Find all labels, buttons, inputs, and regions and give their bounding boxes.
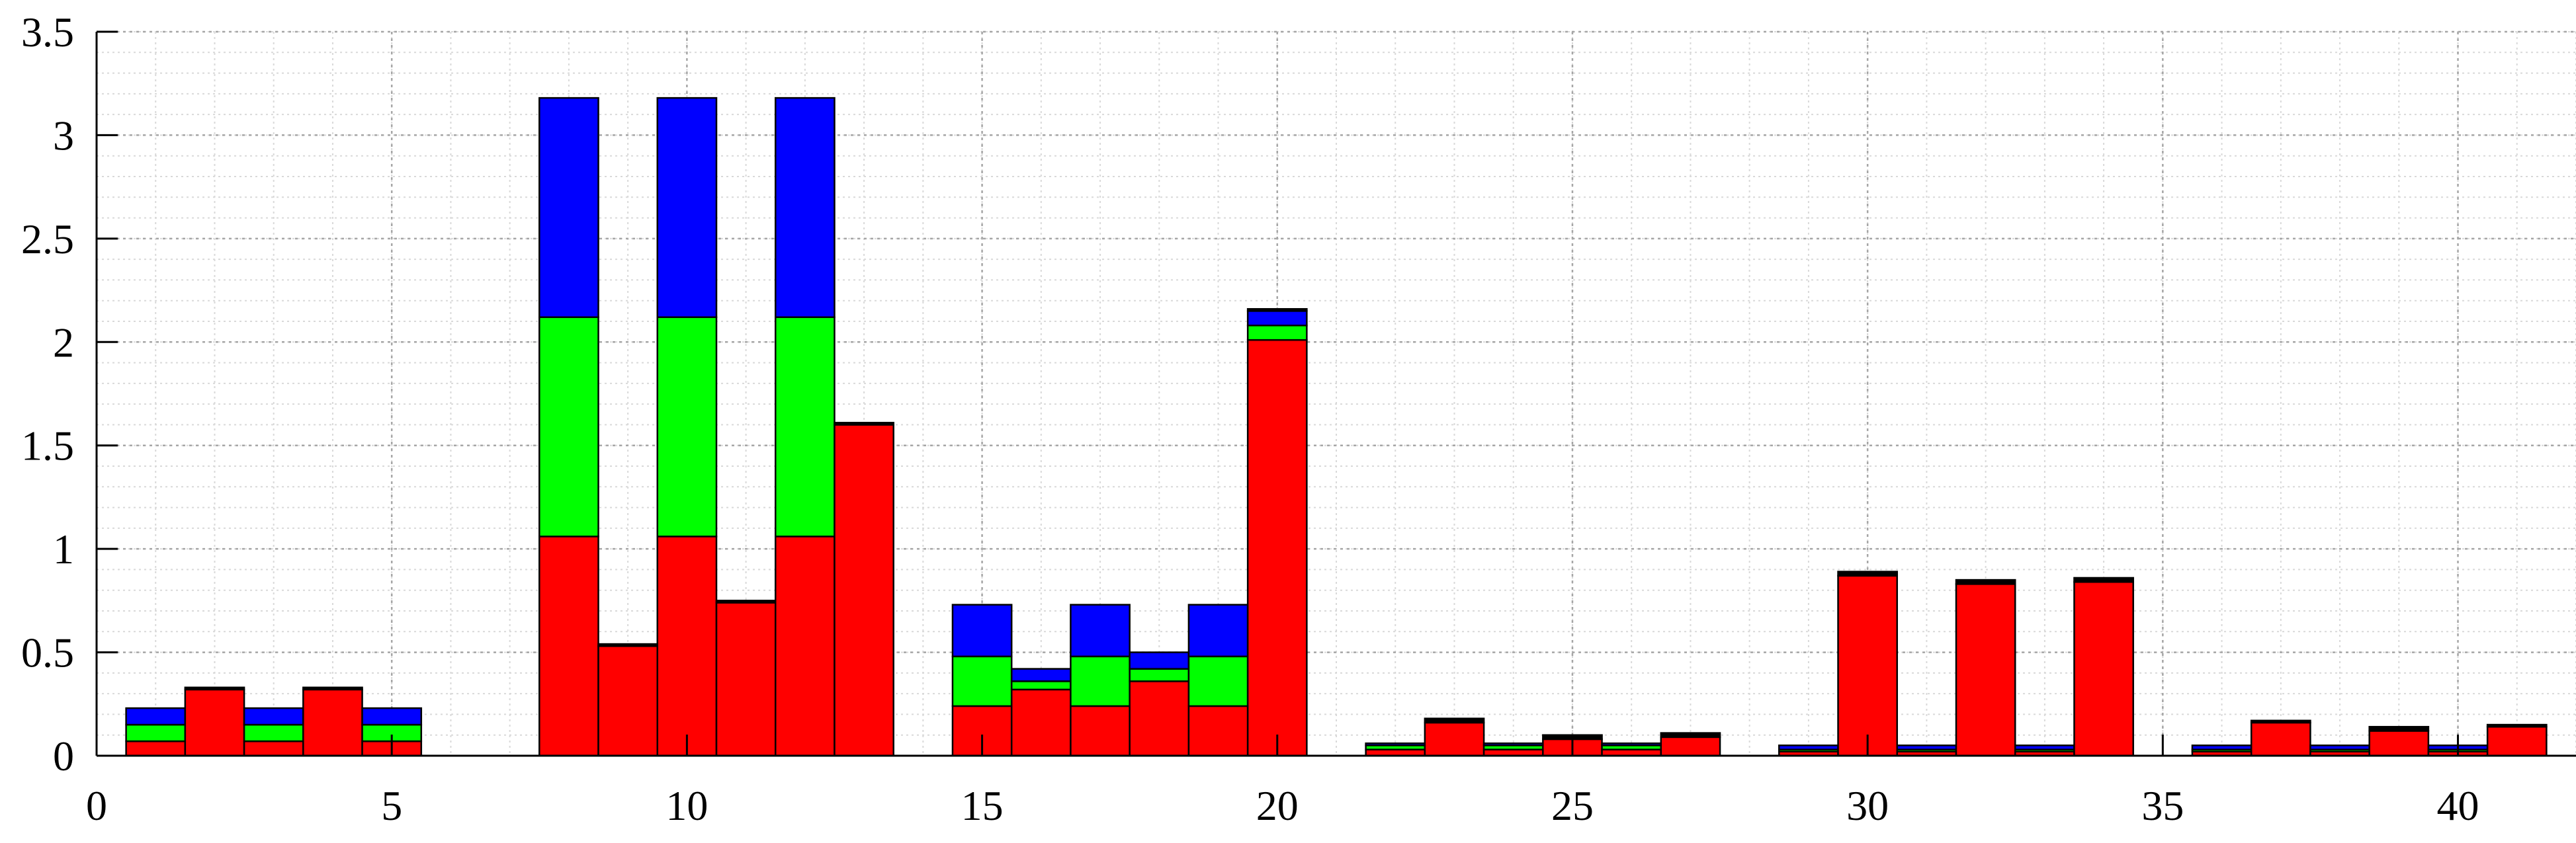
- x-tick-label: 5: [381, 782, 402, 829]
- bar-segment-2: [774, 316, 836, 538]
- bar-segment-3: [2014, 744, 2075, 750]
- x-tick-label: 25: [1551, 782, 1594, 829]
- y-tick-label: 2.5: [21, 216, 74, 262]
- bar-segment-2: [243, 723, 304, 743]
- bar-segment-2: [1187, 655, 1249, 707]
- bar-segment-1: [538, 536, 599, 757]
- y-tick-label: 1: [53, 526, 74, 573]
- bar-segment-3: [951, 604, 1013, 658]
- bar-segment-4: [1246, 307, 1308, 312]
- bar-segment-4: [2368, 725, 2430, 732]
- bar-segment-2: [656, 316, 718, 538]
- bar-segment-2: [1070, 655, 1131, 707]
- bar-segment-1: [834, 424, 894, 757]
- bar-segment-1: [2073, 581, 2134, 757]
- tick-labels: 0 5 10 15 20 25 30 35 40 0 0.5 1 1.5 2 2.5 3 3.5: [21, 9, 2479, 829]
- bar-segment-4: [1837, 571, 1899, 577]
- bar-segment-3: [1601, 742, 1662, 746]
- bar-segment-1: [243, 740, 304, 757]
- bar-segment-3: [1129, 651, 1190, 670]
- bar-segment-3: [1010, 668, 1072, 682]
- bar-segment-3: [2309, 744, 2370, 750]
- bar-segment-2: [951, 655, 1013, 707]
- bar-segment-1: [1187, 705, 1249, 757]
- bar-segment-2: [1010, 680, 1072, 691]
- bar-segment-3: [361, 707, 423, 726]
- x-tick-label: 35: [2141, 782, 2184, 829]
- bar-segment-1: [302, 688, 363, 757]
- x-tick-label: 30: [1846, 782, 1889, 829]
- bar-segment-1: [715, 602, 777, 757]
- bar-segment-1: [184, 688, 245, 757]
- bar-segment-1: [1837, 575, 1899, 757]
- y-tick-label: 0: [53, 733, 74, 780]
- bar-segment-1: [2250, 721, 2311, 757]
- bar-segment-1: [1246, 339, 1308, 757]
- x-tick-label: 20: [1256, 782, 1299, 829]
- x-tick-label: 40: [2437, 782, 2479, 829]
- bar-segment-4: [1660, 732, 1721, 739]
- y-tick-label: 3: [53, 112, 74, 159]
- bar-segment-2: [1129, 668, 1190, 682]
- bar-segment-1: [656, 536, 718, 757]
- bar-segment-3: [656, 97, 718, 318]
- bar-segment-3: [243, 707, 304, 726]
- bar-segment-3: [1070, 604, 1131, 658]
- bar-segment-4: [715, 600, 777, 604]
- bar-segment-1: [1955, 583, 2016, 757]
- bar-segment-3: [125, 707, 187, 726]
- ticks: [95, 30, 2460, 757]
- bar-segment-1: [597, 645, 659, 757]
- bar-segment-1: [1070, 705, 1131, 757]
- bar-segment-4: [2486, 723, 2548, 728]
- bar-segment-3: [1246, 310, 1308, 327]
- bar-segment-4: [302, 686, 363, 691]
- x-tick-label: 15: [961, 782, 1004, 829]
- bar-segment-1: [125, 740, 187, 757]
- bar-segment-4: [184, 686, 245, 691]
- bar-segment-3: [774, 97, 836, 318]
- bar-segment-1: [2486, 725, 2548, 757]
- bar-segment-1: [1660, 736, 1721, 757]
- bar-segment-1: [1129, 680, 1190, 757]
- y-tick-label: 0.5: [21, 629, 74, 676]
- bar-segment-1: [774, 536, 836, 757]
- bar-segment-1: [1010, 688, 1072, 757]
- bar-segment-4: [597, 643, 659, 647]
- bar-segment-3: [538, 97, 599, 318]
- bar-segment-3: [1896, 744, 1957, 750]
- bar-segment-4: [1955, 579, 2016, 585]
- bar-segment-3: [1482, 742, 1544, 746]
- bars: [125, 97, 2548, 757]
- bar-segment-3: [1365, 742, 1426, 746]
- bar-segment-2: [538, 316, 599, 538]
- bar-segment-4: [2073, 577, 2134, 583]
- y-tick-label: 2: [53, 319, 74, 366]
- bar-segment-3: [1778, 744, 1839, 750]
- y-tick-label: 1.5: [21, 422, 74, 469]
- bar-segment-2: [1246, 325, 1308, 341]
- bar-segment-4: [2250, 719, 2311, 724]
- x-tick-label: 0: [86, 782, 107, 829]
- bar-segment-3: [1187, 604, 1249, 658]
- bar-segment-1: [2368, 730, 2430, 757]
- bar-segment-1: [1424, 721, 1485, 757]
- bar-segment-3: [2191, 744, 2253, 750]
- x-tick-label: 10: [665, 782, 708, 829]
- y-tick-label: 3.5: [21, 9, 74, 56]
- bar-segment-4: [834, 422, 894, 426]
- bar-segment-2: [125, 723, 187, 743]
- bar-segment-4: [1424, 717, 1485, 724]
